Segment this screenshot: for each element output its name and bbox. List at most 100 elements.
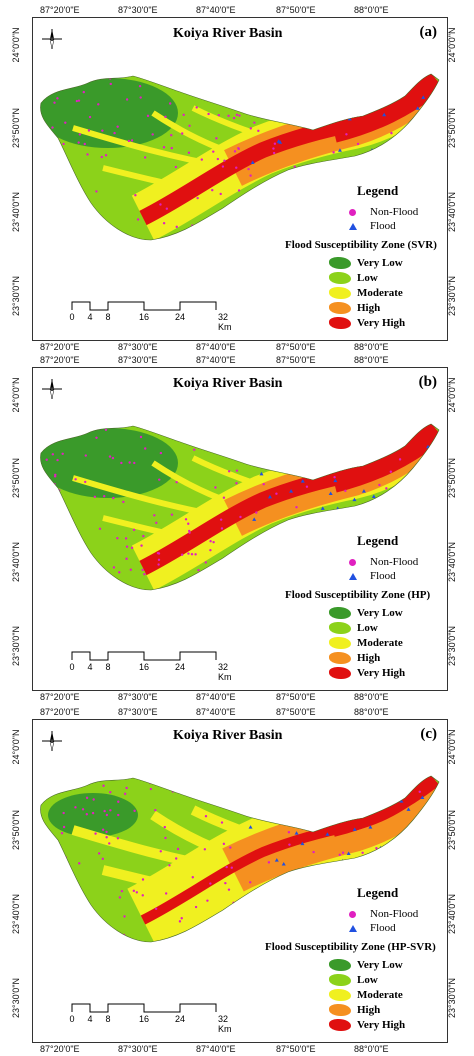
non-flood-point bbox=[312, 850, 315, 854]
non-flood-point bbox=[120, 461, 123, 465]
non-flood-point bbox=[234, 87, 237, 90]
non-flood-point bbox=[253, 121, 256, 124]
non-flood-point bbox=[387, 862, 390, 866]
non-flood-point bbox=[140, 544, 143, 547]
non-flood-point bbox=[265, 90, 268, 93]
non-flood-point bbox=[181, 132, 184, 135]
longitude-label: 87°50'0"E bbox=[276, 692, 316, 702]
non-flood-point bbox=[87, 129, 91, 132]
scale-tick-label: 8 bbox=[105, 662, 111, 672]
non-flood-point bbox=[72, 533, 75, 537]
flood-point bbox=[259, 471, 264, 476]
map-panel: 87°20'0"E 87°30'0"E 87°40'0"E 87°50'0"E 88°0… bbox=[0, 702, 474, 1054]
zone-legend-title: Flood Susceptibility Zone (SVR) bbox=[285, 239, 437, 251]
flood-point bbox=[363, 808, 368, 812]
flood-point bbox=[253, 220, 258, 225]
legend-flood: Flood bbox=[265, 569, 450, 583]
flood-point bbox=[305, 101, 310, 105]
north-arrow-icon bbox=[42, 29, 62, 50]
non-flood-point bbox=[123, 792, 127, 796]
non-flood-point bbox=[141, 894, 144, 897]
non-flood-point bbox=[157, 558, 161, 562]
non-flood-point bbox=[233, 150, 237, 153]
zone-very-low bbox=[48, 793, 138, 837]
non-flood-point bbox=[267, 861, 271, 864]
non-flood-point bbox=[235, 482, 238, 485]
flood-point bbox=[399, 799, 404, 803]
non-flood-point bbox=[56, 458, 59, 462]
non-flood-point bbox=[341, 851, 345, 854]
scale-tick-label: 8 bbox=[105, 312, 111, 322]
non-flood-point bbox=[193, 448, 196, 451]
non-flood-point bbox=[56, 97, 59, 100]
non-flood-point bbox=[190, 553, 194, 556]
non-flood-point bbox=[116, 837, 120, 840]
scale-tick-label: 32 Km bbox=[218, 312, 232, 332]
non-flood-point bbox=[53, 101, 56, 104]
scale-tick-label: 16 bbox=[138, 662, 150, 672]
non-flood-point bbox=[88, 115, 92, 119]
non-flood-point bbox=[293, 165, 296, 168]
non-flood-point bbox=[151, 133, 154, 136]
non-flood-point bbox=[416, 77, 420, 81]
flood-triangle-icon bbox=[349, 924, 357, 932]
non-flood-point bbox=[203, 848, 207, 851]
flood-point bbox=[327, 799, 332, 804]
flood-point bbox=[299, 113, 304, 117]
non-flood-point bbox=[324, 818, 327, 821]
non-flood-point bbox=[223, 159, 226, 162]
non-flood-point bbox=[62, 142, 65, 146]
non-flood-point bbox=[157, 563, 160, 566]
non-flood-point bbox=[257, 129, 260, 133]
longitude-label: 88°0'0"E bbox=[354, 707, 389, 717]
panel-label: (a) bbox=[419, 24, 438, 40]
non-flood-point bbox=[205, 78, 208, 81]
non-flood-point bbox=[234, 574, 237, 577]
scale-bar-graphic bbox=[71, 301, 217, 311]
class-swatch-icon bbox=[329, 1003, 351, 1016]
non-flood-point bbox=[74, 217, 77, 220]
flood-point bbox=[328, 491, 333, 495]
non-flood-point bbox=[179, 582, 182, 586]
non-flood-point bbox=[86, 153, 89, 156]
non-flood-point bbox=[267, 796, 270, 799]
non-flood-point bbox=[97, 103, 100, 106]
non-flood-point bbox=[136, 218, 140, 221]
non-flood-point bbox=[164, 892, 168, 895]
flood-point bbox=[320, 506, 325, 510]
flood-point bbox=[283, 86, 288, 90]
flood-point bbox=[261, 461, 266, 466]
non-flood-point bbox=[124, 537, 128, 540]
non-flood-point bbox=[232, 116, 236, 120]
non-flood-point bbox=[175, 225, 178, 229]
non-flood-point bbox=[212, 540, 215, 544]
non-flood-point bbox=[47, 495, 50, 498]
flood-label: Flood bbox=[370, 220, 396, 232]
non-flood-point bbox=[204, 814, 208, 818]
non-flood-point bbox=[249, 881, 252, 884]
non-flood-point bbox=[349, 516, 353, 520]
longitude-label: 87°30'0"E bbox=[118, 692, 158, 702]
non-flood-point bbox=[168, 81, 171, 84]
flood-point bbox=[394, 92, 399, 97]
non-flood-point bbox=[206, 899, 209, 902]
non-flood-point bbox=[176, 847, 180, 851]
non-flood-point bbox=[241, 912, 245, 916]
non-flood-point bbox=[139, 435, 143, 439]
non-flood-point bbox=[188, 529, 191, 533]
non-flood-point bbox=[390, 131, 393, 135]
class-swatch-icon bbox=[329, 636, 351, 649]
scale-bar: 0 4 8 16 24 32 Km bbox=[69, 1000, 251, 1034]
non-flood-point bbox=[49, 872, 52, 876]
non-flood-point bbox=[235, 469, 239, 472]
map-frame: Koiya River Basin (c) Legend Non-Flood Flood… bbox=[32, 719, 448, 1043]
non-flood-point bbox=[158, 478, 161, 481]
non-flood-point bbox=[120, 889, 124, 893]
flood-point bbox=[325, 170, 330, 174]
non-flood-point bbox=[105, 813, 109, 817]
non-flood-point bbox=[94, 832, 97, 835]
non-flood-point bbox=[142, 534, 145, 538]
scale-tick-label: 0 bbox=[69, 312, 75, 322]
non-flood-point bbox=[273, 142, 277, 145]
longitude-label: 87°50'0"E bbox=[276, 1044, 316, 1054]
